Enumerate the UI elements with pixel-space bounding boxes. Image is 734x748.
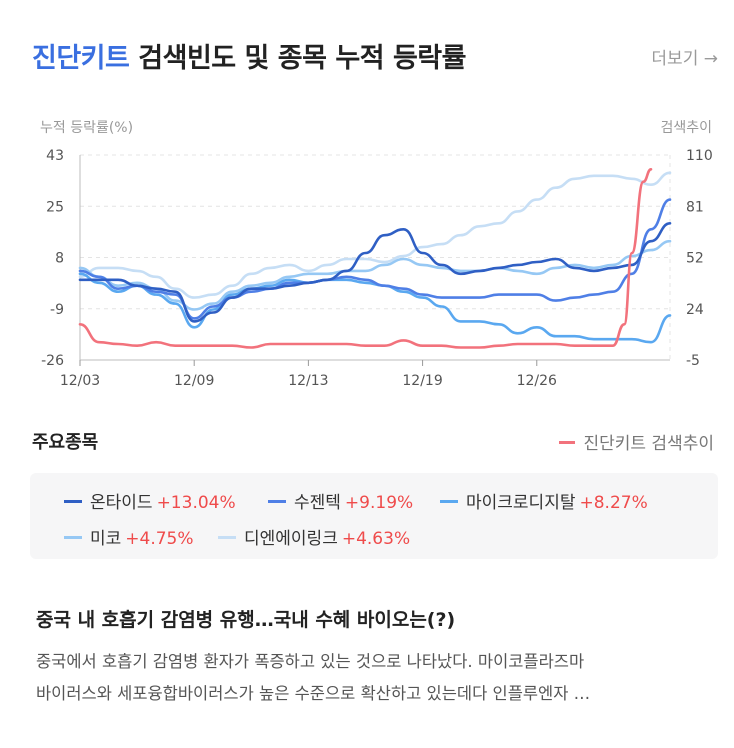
stock-swatch: [64, 535, 82, 539]
stock-change: +13.04%: [156, 493, 236, 513]
y-tick-label: -9: [50, 302, 64, 318]
more-link[interactable]: 더보기 →: [651, 49, 718, 69]
y2-tick-label: 24: [686, 302, 704, 318]
series-line-stock: [78, 171, 672, 299]
stock-item[interactable]: 수젠텍 +9.19%: [268, 488, 413, 513]
stock-name: 온타이드: [90, 493, 153, 513]
stock-swatch: [440, 499, 458, 503]
stock-swatch: [218, 535, 236, 539]
page-title: 진단키트 검색빈도 및 종목 누적 등락률: [32, 36, 466, 75]
series-line-stock: [78, 198, 672, 320]
news-body[interactable]: 중국에서 호흡기 감염병 환자가 폭증하고 있는 것으로 나타났다. 마이코플라…: [36, 646, 726, 710]
stock-change: +8.27%: [579, 493, 648, 513]
title-keyword: 진단키트: [32, 43, 130, 74]
title-rest: 검색빈도 및 종목 누적 등락률: [138, 43, 466, 74]
stock-change: +9.19%: [344, 493, 414, 513]
y2-tick-label: -5: [686, 353, 700, 369]
stock-item[interactable]: 미코 +4.75%: [64, 524, 194, 549]
series-line-search-trend: [78, 168, 653, 349]
x-tick-label: 12/13: [288, 373, 328, 389]
stock-name: 미코: [90, 529, 122, 549]
stock-change: +4.75%: [125, 529, 194, 549]
news-body-line: 바이러스와 세포융합바이러스가 높은 수준으로 확산하고 있는데다 인플루엔자 …: [36, 684, 591, 703]
x-tick-label: 12/09: [174, 373, 214, 389]
stocks-header: 주요종목 진단키트 검색추이: [32, 428, 718, 454]
y-tick-label: 25: [46, 199, 64, 215]
stock-item[interactable]: 마이크로디지탈 +8.27%: [440, 488, 648, 513]
y-tick-label: 43: [46, 148, 64, 164]
series-line-stock: [78, 239, 672, 311]
stock-item[interactable]: 온타이드 +13.04%: [64, 488, 236, 513]
y2-tick-label: 52: [686, 251, 704, 267]
header: 진단키트 검색빈도 및 종목 누적 등락률 더보기 →: [32, 36, 718, 80]
news-body-line: 중국에서 호흡기 감염병 환자가 폭증하고 있는 것으로 나타났다. 마이코플라…: [36, 652, 585, 671]
x-tick-label: 12/19: [402, 373, 442, 389]
series-line-stock: [78, 222, 672, 323]
stock-name: 디엔에이링크: [244, 529, 338, 549]
search-trend-legend: 진단키트 검색추이: [559, 429, 714, 454]
line-chart: 누적 등락률(%) 검색추이 43 110 25 81 8 52 -9 24 -26 -5 12/0…: [40, 120, 713, 389]
news-title[interactable]: 중국 내 호흡기 감염병 유행…국내 수혜 바이오는(?): [36, 609, 456, 631]
section-title: 주요종목: [32, 432, 99, 453]
stock-legend-box: 온타이드 +13.04% 수젠텍 +9.19% 마이크로디지탈 +8.27% 미코 +4…: [30, 473, 718, 559]
y-tick-label: -26: [41, 353, 64, 369]
x-tick-label: 12/03: [60, 373, 100, 389]
stock-swatch: [268, 499, 286, 503]
search-trend-swatch: [559, 440, 576, 444]
stock-item[interactable]: 디엔에이링크 +4.63%: [218, 524, 410, 549]
stock-change: +4.63%: [341, 529, 411, 549]
x-tick-label: 12/26: [517, 373, 557, 389]
stock-name: 수젠텍: [294, 493, 341, 513]
y-tick-label: 8: [55, 251, 64, 267]
stock-name: 마이크로디지탈: [466, 493, 576, 513]
search-trend-label: 진단키트 검색추이: [583, 434, 714, 454]
y2-tick-label: 110: [686, 148, 713, 164]
y2-axis-title: 검색추이: [660, 120, 712, 136]
y-axis-title: 누적 등락률(%): [40, 120, 133, 136]
y2-tick-label: 81: [686, 199, 704, 215]
chart-area: 누적 등락률(%) 검색추이 43 110 25 81 8 52 -9 24 -26 -5 12/0…: [0, 110, 734, 400]
stock-swatch: [64, 499, 82, 503]
